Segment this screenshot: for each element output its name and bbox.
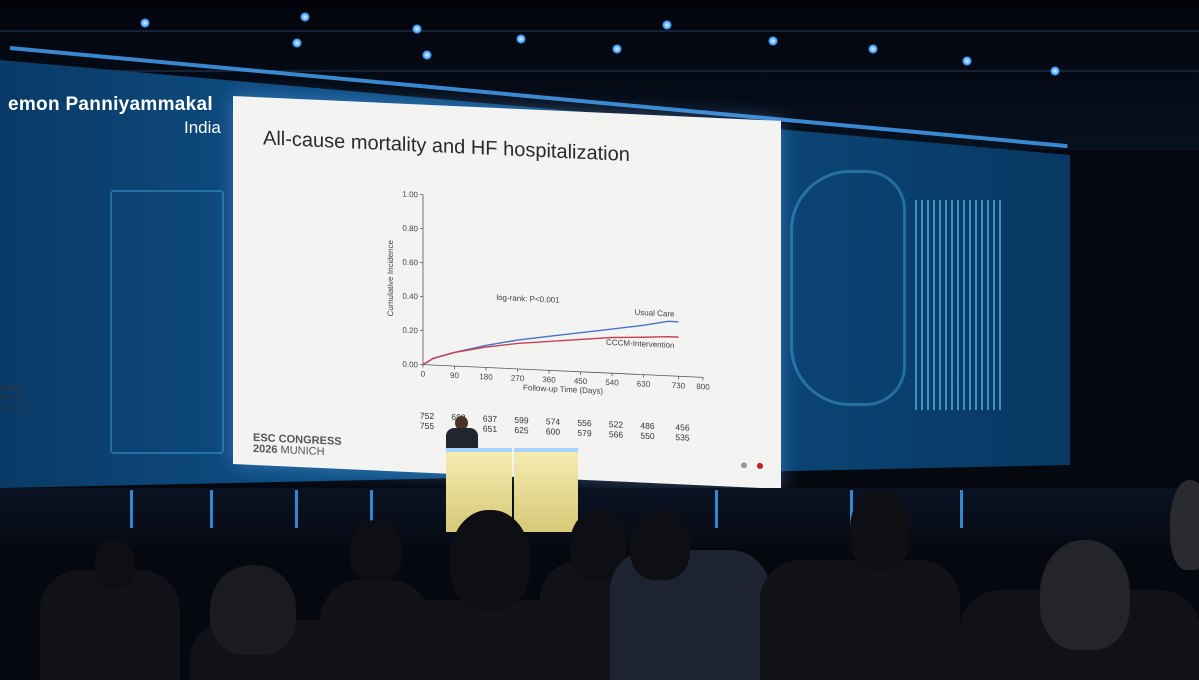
- stage-spotlight: [612, 44, 622, 54]
- x-tick-label: 90: [450, 371, 459, 380]
- lighting-truss: [0, 30, 1199, 32]
- congress-year: 2026: [253, 442, 278, 457]
- stage-spotlight: [516, 34, 526, 44]
- slide-dot-icon: [740, 462, 747, 469]
- x-tick-label: 730: [672, 381, 686, 391]
- stage-light-strip: [850, 490, 853, 528]
- medical-equipment-graphic: [110, 190, 224, 454]
- slide-dot-active-icon: [757, 462, 763, 470]
- x-tick-label: 450: [574, 376, 588, 386]
- slide-title: All-cause mortality and HF hospitalizati…: [263, 127, 630, 167]
- stage-light-strip: [295, 490, 298, 528]
- slide-footer: ESC CONGRESS 2026 MUNICH: [253, 432, 342, 459]
- stage-light-strip: [370, 490, 373, 528]
- risk-cell: 625: [514, 424, 529, 436]
- series-label: CCCM-Intervention: [606, 338, 674, 350]
- x-tick-label: 800: [696, 382, 710, 392]
- risk-cell: 566: [608, 429, 624, 440]
- presentation-slide: All-cause mortality and HF hospitalizati…: [0, 96, 781, 489]
- y-tick-label: 0.20: [402, 326, 418, 336]
- stage-spotlight: [292, 38, 302, 48]
- stage-spotlight: [662, 20, 672, 30]
- slide-indicator: [735, 455, 763, 474]
- stage-light-strip: [210, 490, 213, 528]
- stage-spotlight: [768, 36, 778, 46]
- risk-cell: 600: [545, 426, 561, 437]
- stage-light-strip: [960, 490, 963, 528]
- logrank-annotation: log-rank: P<0.001: [496, 293, 560, 305]
- audience: [0, 480, 1199, 680]
- y-tick-label: 1.00: [402, 190, 418, 200]
- x-axis: [423, 364, 703, 378]
- y-tick-label: 0.80: [402, 224, 418, 234]
- km-chart: 0.00 0.20 0.40 0.60 0.80 1.00 0 90 180 270 360 450 5…: [386, 190, 710, 396]
- x-axis-label: Follow-up Time (Days): [523, 383, 603, 396]
- speaker-name: emon Panniyammakal: [8, 94, 213, 115]
- stage-spotlight: [412, 24, 422, 34]
- risk-row-label: intervention = 1: [0, 399, 21, 413]
- risk-cell: 755: [419, 420, 435, 432]
- y-tick-label: 0.60: [402, 258, 418, 268]
- series-label: Usual Care: [635, 308, 676, 319]
- risk-cell: 550: [640, 430, 655, 442]
- risk-row-label: intervention = 0: [0, 389, 21, 403]
- stage-spotlight: [422, 50, 432, 60]
- panel-graphic: [915, 200, 1005, 410]
- y-axis-label: Cumulative Incidence: [386, 239, 395, 316]
- risk-cell: 579: [577, 427, 592, 439]
- robot-arm-graphic: [790, 170, 906, 406]
- x-tick-label: 630: [637, 379, 651, 389]
- x-tick-label: 540: [605, 378, 619, 388]
- risk-cell: 651: [482, 423, 498, 434]
- stage-light-strip: [715, 490, 718, 528]
- risk-cell: 535: [675, 432, 690, 443]
- stage-spotlight: [300, 12, 310, 22]
- stage-spotlight: [868, 44, 878, 54]
- stage-spotlight: [140, 18, 150, 28]
- stage-light-strip: [130, 490, 133, 528]
- series-line-1: [422, 335, 679, 366]
- y-tick-label: 0.40: [402, 292, 418, 302]
- x-tick-label: 270: [511, 374, 525, 384]
- risk-table-title: Number at risk: [0, 380, 21, 393]
- speaker-country: India: [184, 118, 221, 137]
- x-tick-label: 0: [421, 370, 426, 379]
- x-tick-label: 360: [542, 375, 556, 385]
- podium-right: [514, 448, 578, 532]
- congress-city: MUNICH: [280, 444, 325, 459]
- lighting-truss: [0, 70, 1199, 72]
- stage-spotlight: [1050, 66, 1060, 76]
- x-tick-label: 180: [479, 372, 493, 382]
- y-tick-label: 0.00: [402, 360, 418, 370]
- stage-spotlight: [962, 56, 972, 66]
